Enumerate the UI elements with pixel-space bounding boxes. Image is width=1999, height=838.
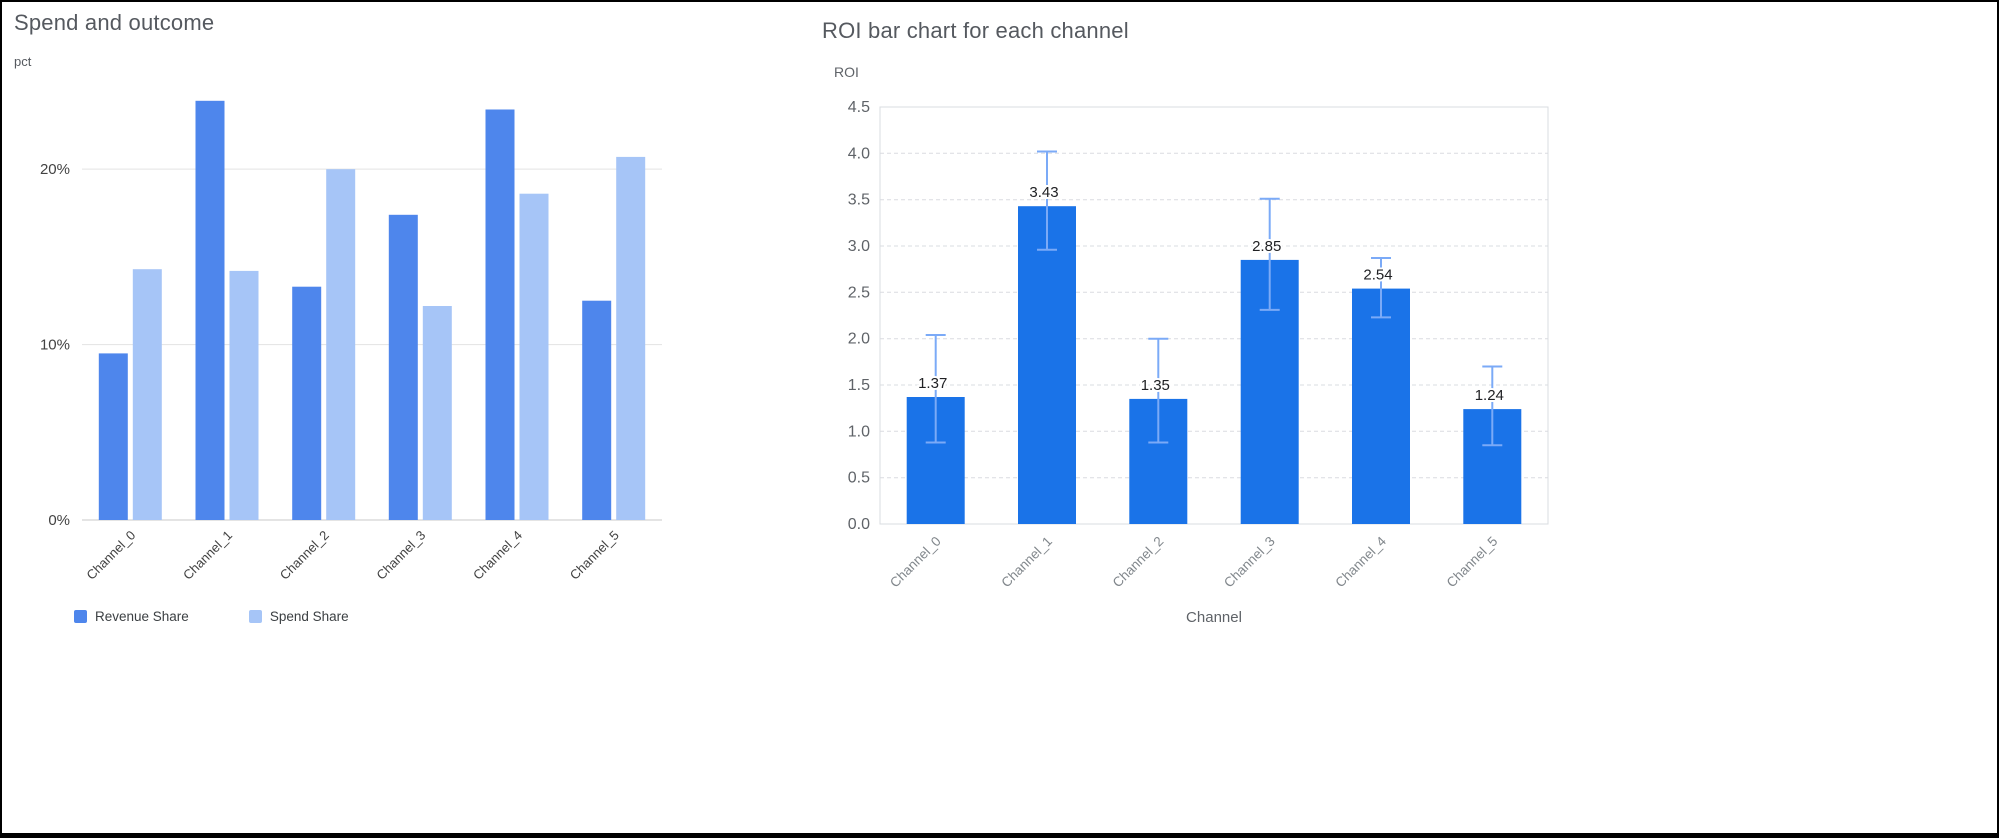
right-y-axis-label: ROI: [834, 64, 859, 80]
bar-spend-share: [422, 306, 452, 520]
bar-value-label: 1.24: [1475, 387, 1504, 404]
y-tick-label: 0%: [48, 512, 70, 529]
x-tick-label: Channel_3: [373, 528, 428, 583]
bar-value-label: 3.43: [1029, 184, 1058, 201]
x-tick-label: Channel_0: [83, 528, 138, 583]
legend-label-revenue-share: Revenue Share: [95, 609, 189, 624]
legend: Revenue Share Spend Share: [74, 609, 684, 624]
spend-outcome-title: Spend and outcome: [14, 10, 215, 35]
y-tick-label: 2.5: [848, 284, 870, 301]
plot-border: [879, 106, 1549, 525]
roi-bar: [1352, 288, 1410, 524]
bar-value-label: 1.37: [918, 375, 947, 392]
left-y-axis-unit: pct: [14, 54, 32, 69]
right-x-axis-title: Channel: [1186, 609, 1242, 626]
bar-value-label: 1.35: [1141, 377, 1170, 394]
bar-value-label: 2.54: [1363, 267, 1392, 284]
spend-outcome-bar-chart: 0% 10% 20% Channel_0 Channel_1 Channel_2 Chann…: [40, 100, 662, 583]
bar-revenue-share: [292, 286, 322, 520]
y-tick-label: 4.0: [848, 145, 870, 162]
spend-outcome-chart-panel: Spend and outcome pct 0% 10% 20% Channel_0 C…: [14, 10, 684, 624]
roi-bar-chart: 0.0 0.5 1.0 1.5 2.0 2.5 3.0 3.5 4.0 4.5 1.37 Channe…: [848, 99, 1549, 591]
bar-spend-share: [616, 156, 646, 520]
bar-spend-share: [132, 269, 162, 520]
legend-item-revenue-share: Revenue Share: [74, 609, 189, 624]
y-tick-label: 3.0: [848, 238, 870, 255]
legend-label-spend-share: Spend Share: [269, 609, 349, 624]
y-tick-label: 1.5: [848, 377, 870, 394]
x-tick-label: Channel_1: [180, 528, 235, 583]
y-tick-label: 0.0: [848, 516, 870, 533]
spend-share-swatch-icon: [248, 610, 262, 623]
roi-chart-title: ROI bar chart for each channel: [822, 18, 1129, 43]
bar-value-label: 2.85: [1252, 238, 1281, 255]
x-tick-label: Channel_0: [887, 534, 944, 591]
legend-item-spend-share: Spend Share: [248, 609, 349, 624]
bar-spend-share: [326, 169, 356, 520]
bar-revenue-share: [582, 300, 612, 520]
y-tick-label: 10%: [40, 337, 70, 354]
y-tick-label: 20%: [40, 161, 70, 178]
y-tick-label: 0.5: [848, 470, 870, 487]
bar-revenue-share: [195, 100, 225, 521]
x-tick-label: Channel_3: [1221, 534, 1278, 591]
y-tick-label: 1.0: [848, 423, 870, 440]
bar-spend-share: [519, 193, 549, 520]
y-tick-label: 3.5: [848, 192, 870, 209]
x-tick-label: Channel_4: [470, 528, 525, 583]
x-tick-label: Channel_2: [277, 528, 332, 583]
x-tick-label: Channel_2: [1110, 534, 1167, 591]
bar-revenue-share: [485, 109, 515, 520]
x-tick-label: Channel_4: [1332, 533, 1389, 590]
revenue-share-swatch-icon: [74, 610, 87, 623]
x-tick-label: Channel_5: [567, 528, 622, 583]
y-tick-label: 2.0: [848, 331, 870, 348]
y-tick-label: 4.5: [848, 99, 870, 116]
bar-revenue-share: [98, 353, 128, 520]
bar-revenue-share: [388, 214, 418, 521]
bar-spend-share: [229, 270, 259, 520]
x-tick-label: Channel_5: [1444, 534, 1501, 591]
x-tick-label: Channel_1: [998, 534, 1055, 591]
roi-chart-panel: ROI bar chart for each channel ROI 0.0 0.…: [822, 18, 1602, 626]
roi-bar: [1018, 206, 1076, 524]
